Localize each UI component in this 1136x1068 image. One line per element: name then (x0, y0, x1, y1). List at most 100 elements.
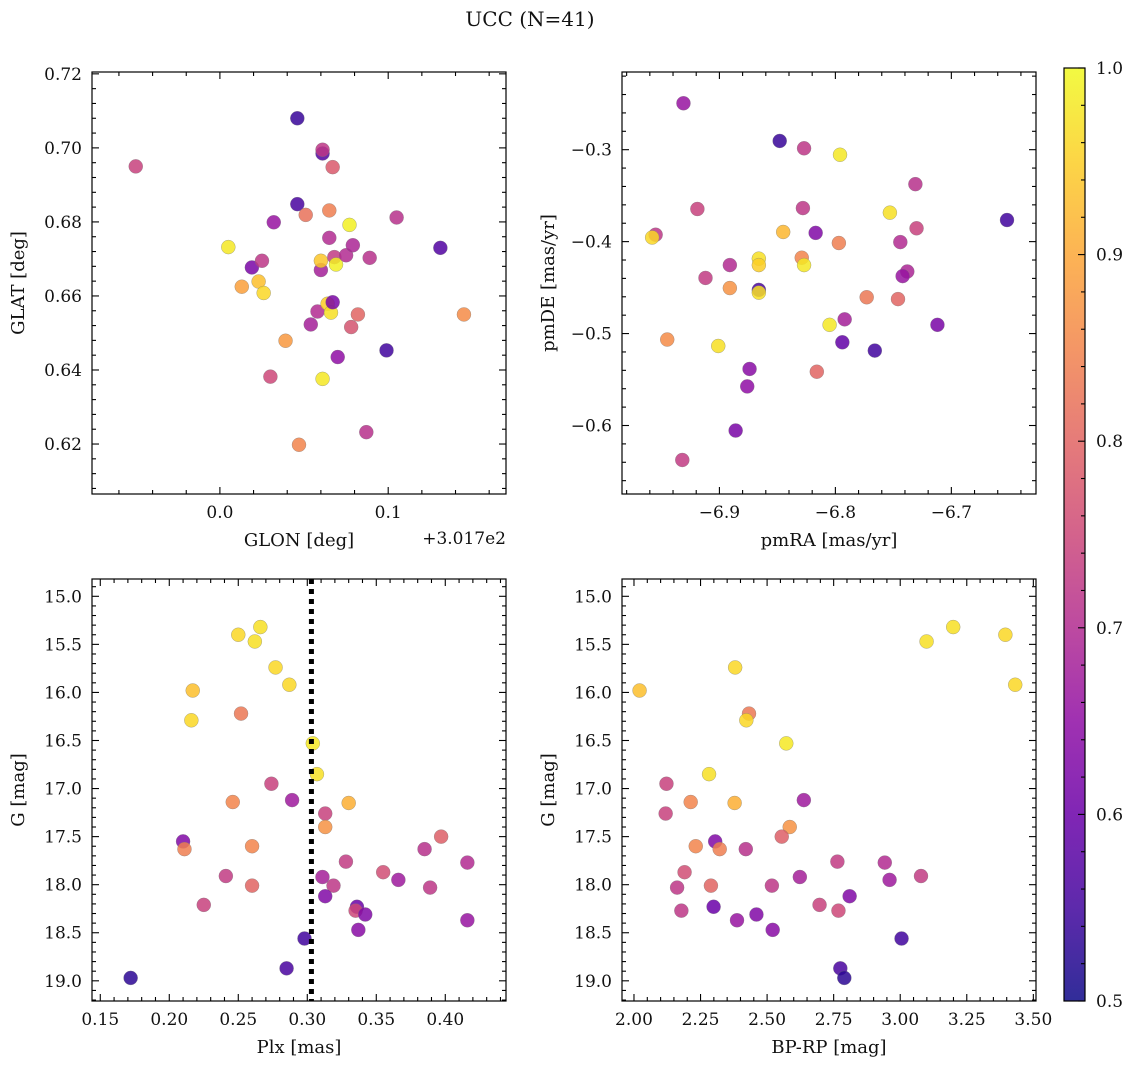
y-tick-label: −0.6 (571, 417, 612, 437)
data-point (225, 794, 241, 810)
colorbar-frame (1063, 67, 1086, 1002)
x-axis-label: pmRA [mas/yr] (761, 530, 898, 551)
data-point (796, 141, 812, 156)
panel-bprp-g: 2.00 2.25 2.50 2.75 3.00 3.25 3.50 15.0 15.5 16.0… (538, 578, 1052, 1058)
data-point (895, 268, 910, 284)
data-point (244, 260, 260, 275)
data-point (722, 280, 738, 296)
data-point (751, 285, 767, 300)
data-point (722, 257, 738, 273)
data-point (690, 201, 705, 217)
data-point (278, 333, 293, 348)
x-tick-label: 0.1 (375, 503, 402, 523)
data-point (698, 270, 713, 286)
data-point (303, 317, 319, 332)
data-point (867, 343, 883, 358)
data-point (658, 806, 673, 821)
x-tick-label: 3.50 (1014, 1010, 1052, 1030)
x-tick-label: −6.9 (699, 503, 740, 523)
data-point (342, 217, 357, 233)
points (632, 619, 1023, 986)
y-tick-label: 18.5 (574, 924, 612, 944)
data-point (765, 922, 780, 938)
y-tick-label: 16.5 (574, 731, 612, 751)
data-point (231, 627, 246, 642)
data-point (338, 247, 354, 263)
points (644, 96, 1015, 468)
x-tick-label: 2.50 (748, 1010, 786, 1030)
data-point (263, 369, 278, 384)
ticks (92, 72, 506, 494)
data-point (1007, 677, 1023, 692)
data-point (782, 819, 797, 835)
data-point (185, 683, 200, 698)
y-tick-label: 0.72 (44, 65, 82, 85)
data-point (779, 736, 794, 751)
data-point (882, 205, 898, 220)
data-point (196, 897, 212, 913)
data-point (279, 961, 294, 976)
data-point (894, 931, 909, 946)
data-point (809, 364, 825, 379)
data-point (317, 888, 333, 904)
y-tick-label: 18.0 (574, 876, 612, 896)
data-point (831, 235, 847, 251)
data-point (830, 854, 845, 869)
data-point (796, 792, 812, 808)
x-axis-label: GLON [deg] (244, 530, 354, 551)
data-point (729, 913, 745, 928)
data-point (322, 230, 337, 246)
colorbar-tick-label: 0.8 (1096, 432, 1123, 452)
y-tick-label: 16.5 (44, 731, 82, 751)
x-tick-label: 0.30 (288, 1010, 326, 1030)
y-axis-label: pmDE [mas/yr] (538, 214, 559, 352)
data-point (328, 257, 344, 272)
y-tick-label: 17.5 (44, 828, 82, 848)
axes-frame (91, 71, 507, 495)
data-point (375, 864, 391, 880)
data-point (460, 913, 475, 928)
data-point (837, 312, 852, 327)
data-point (341, 795, 356, 811)
data-point (677, 864, 692, 880)
data-point (882, 872, 897, 888)
data-point (177, 841, 192, 857)
x-tick-label: 2.00 (615, 1010, 653, 1030)
x-tick-label: 0.40 (426, 1010, 464, 1030)
data-point (313, 253, 329, 269)
data-point (128, 159, 144, 174)
data-point (683, 794, 698, 810)
data-point (326, 878, 341, 893)
x-tick-label: 0.0 (206, 503, 233, 523)
axes-frame (91, 578, 507, 1002)
data-point (264, 776, 279, 791)
data-point (669, 880, 685, 895)
x-tick-label: 0.25 (219, 1010, 257, 1030)
x-tick-label: 3.25 (948, 1010, 986, 1030)
data-point (253, 619, 268, 635)
data-point (282, 677, 297, 692)
y-tick-label: 15.0 (574, 587, 612, 607)
data-point (433, 829, 449, 844)
data-point (919, 634, 934, 649)
data-point (998, 627, 1013, 642)
data-point (739, 379, 755, 394)
figure-title: UCC (N=41) (465, 7, 594, 31)
data-point (123, 970, 138, 986)
data-point (422, 880, 438, 895)
data-point (417, 841, 432, 857)
panels: 0.0 0.1 0.62 0.64 0.66 0.68 0.70 0.72 GLON [deg]… (8, 65, 1052, 1058)
data-point (315, 869, 330, 885)
data-point (701, 766, 717, 782)
data-point (362, 250, 377, 266)
points (128, 111, 472, 453)
y-tick-label: 0.66 (44, 287, 82, 307)
data-point (812, 897, 827, 913)
ticks (92, 579, 506, 1001)
y-tick-label: 16.0 (44, 683, 82, 703)
data-point (859, 290, 874, 305)
data-point (254, 253, 270, 269)
data-point (835, 335, 850, 350)
y-tick-label: −0.3 (571, 141, 612, 161)
